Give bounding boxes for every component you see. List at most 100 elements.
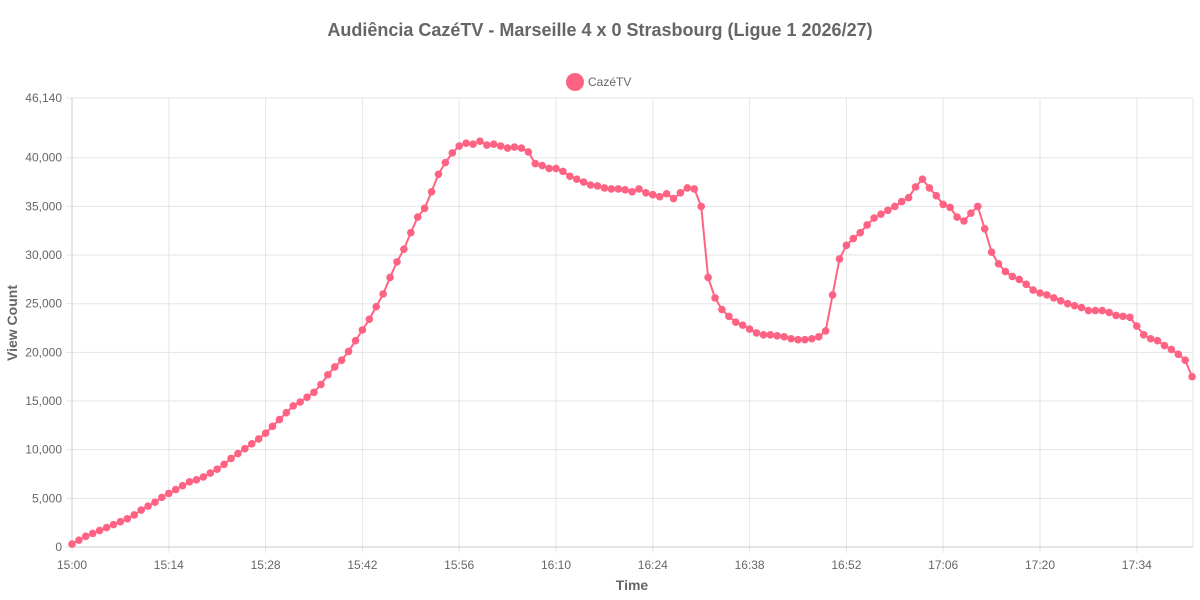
- data-point[interactable]: [1008, 272, 1017, 281]
- data-point[interactable]: [220, 460, 228, 469]
- data-point[interactable]: [939, 200, 947, 209]
- data-point[interactable]: [953, 213, 961, 221]
- data-point[interactable]: [289, 402, 298, 410]
- data-point[interactable]: [358, 326, 367, 334]
- data-point[interactable]: [351, 336, 360, 345]
- data-point[interactable]: [1105, 308, 1113, 317]
- data-point[interactable]: [199, 473, 208, 481]
- data-point[interactable]: [68, 540, 76, 548]
- data-point[interactable]: [178, 481, 187, 490]
- data-point[interactable]: [718, 305, 726, 314]
- data-point[interactable]: [241, 444, 249, 453]
- data-point[interactable]: [82, 532, 90, 541]
- data-point[interactable]: [711, 294, 719, 302]
- data-point[interactable]: [911, 183, 920, 191]
- data-point[interactable]: [1119, 312, 1127, 321]
- data-point[interactable]: [559, 167, 567, 176]
- data-point[interactable]: [1070, 301, 1079, 310]
- data-point[interactable]: [884, 206, 892, 215]
- data-point[interactable]: [441, 158, 450, 167]
- data-point[interactable]: [932, 191, 941, 200]
- data-point[interactable]: [1015, 275, 1024, 284]
- data-point[interactable]: [572, 175, 581, 183]
- data-point[interactable]: [393, 258, 401, 266]
- data-point[interactable]: [1146, 334, 1155, 343]
- data-point[interactable]: [814, 333, 823, 341]
- data-point[interactable]: [275, 415, 284, 424]
- data-point[interactable]: [247, 440, 256, 448]
- data-point[interactable]: [607, 185, 616, 193]
- data-point[interactable]: [766, 331, 775, 339]
- data-point[interactable]: [1077, 303, 1086, 312]
- data-point[interactable]: [144, 502, 152, 510]
- data-point[interactable]: [206, 469, 215, 477]
- data-point[interactable]: [918, 175, 927, 183]
- data-point[interactable]: [88, 529, 97, 538]
- data-point[interactable]: [849, 234, 858, 243]
- data-point[interactable]: [662, 189, 671, 198]
- data-point[interactable]: [413, 213, 422, 221]
- data-point[interactable]: [234, 449, 242, 458]
- data-point[interactable]: [130, 511, 139, 519]
- data-point[interactable]: [759, 331, 768, 339]
- data-point[interactable]: [151, 498, 159, 507]
- data-point[interactable]: [870, 214, 878, 222]
- data-point[interactable]: [635, 185, 643, 193]
- data-point[interactable]: [171, 485, 180, 494]
- data-point[interactable]: [863, 221, 871, 229]
- data-point[interactable]: [904, 193, 913, 202]
- data-point[interactable]: [303, 393, 311, 401]
- data-point[interactable]: [476, 137, 484, 146]
- data-point[interactable]: [1126, 313, 1134, 322]
- data-point[interactable]: [669, 194, 678, 203]
- data-point[interactable]: [1001, 267, 1010, 276]
- data-point[interactable]: [1139, 331, 1148, 339]
- data-point[interactable]: [344, 347, 353, 356]
- data-point[interactable]: [780, 333, 788, 341]
- data-point[interactable]: [773, 332, 782, 340]
- data-point[interactable]: [642, 188, 650, 197]
- data-point[interactable]: [877, 210, 885, 218]
- data-point[interactable]: [137, 506, 145, 514]
- data-point[interactable]: [545, 164, 553, 173]
- data-point[interactable]: [980, 224, 989, 233]
- data-point[interactable]: [448, 149, 457, 157]
- data-point[interactable]: [337, 356, 346, 364]
- data-point[interactable]: [787, 334, 795, 343]
- data-point[interactable]: [517, 144, 526, 152]
- data-point[interactable]: [628, 188, 636, 196]
- data-point[interactable]: [379, 290, 387, 298]
- data-point[interactable]: [496, 142, 505, 150]
- data-point[interactable]: [1056, 297, 1065, 305]
- data-point[interactable]: [552, 164, 560, 173]
- data-point[interactable]: [1188, 372, 1196, 381]
- data-point[interactable]: [1022, 280, 1030, 289]
- data-point[interactable]: [600, 184, 609, 192]
- data-point[interactable]: [469, 140, 477, 148]
- data-point[interactable]: [1098, 306, 1107, 315]
- data-point[interactable]: [483, 141, 491, 149]
- data-point[interactable]: [1112, 311, 1120, 320]
- data-point[interactable]: [842, 241, 851, 250]
- data-point[interactable]: [987, 248, 996, 256]
- data-point[interactable]: [268, 422, 277, 431]
- data-point[interactable]: [676, 188, 685, 197]
- data-point[interactable]: [586, 181, 595, 189]
- data-point[interactable]: [538, 161, 546, 170]
- data-point[interactable]: [524, 148, 533, 156]
- data-point[interactable]: [1153, 336, 1162, 345]
- data-point[interactable]: [192, 476, 201, 484]
- data-point[interactable]: [420, 204, 429, 213]
- data-point[interactable]: [296, 398, 304, 406]
- data-point[interactable]: [282, 408, 291, 417]
- data-point[interactable]: [330, 363, 339, 371]
- data-point[interactable]: [434, 170, 443, 179]
- data-point[interactable]: [614, 185, 623, 193]
- data-point[interactable]: [1133, 322, 1141, 330]
- data-point[interactable]: [704, 273, 712, 282]
- data-point[interactable]: [1036, 289, 1044, 297]
- data-point[interactable]: [566, 172, 574, 181]
- data-point[interactable]: [1050, 294, 1058, 302]
- data-point[interactable]: [683, 184, 692, 192]
- data-point[interactable]: [227, 454, 235, 463]
